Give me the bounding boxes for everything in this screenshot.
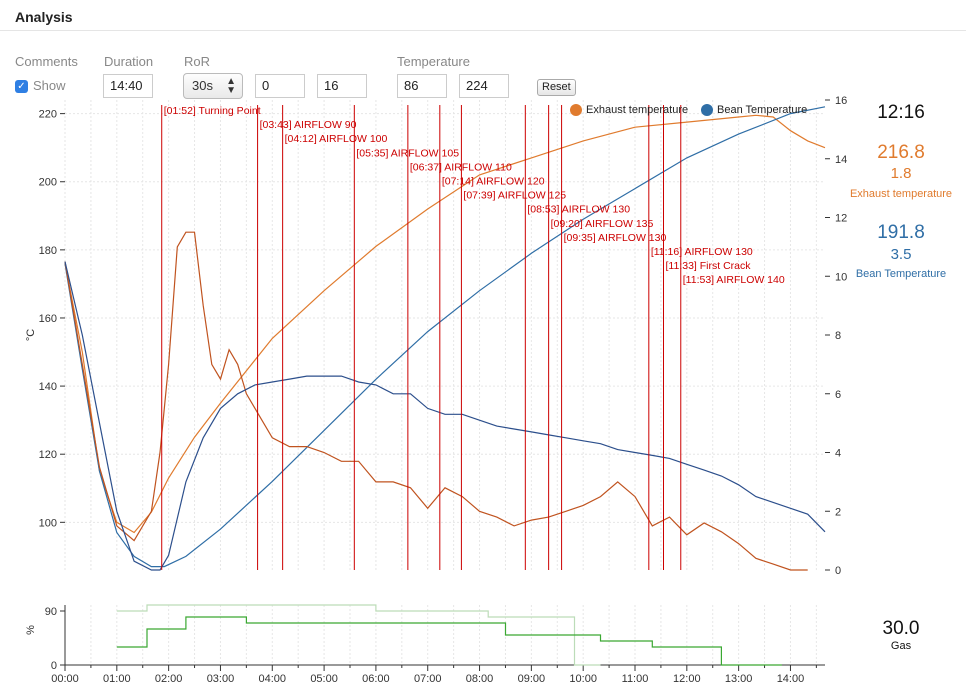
duration-input[interactable]: 14:40 — [103, 74, 153, 98]
duration-label: Duration — [104, 54, 154, 69]
ror-min-input[interactable]: 0 — [255, 74, 305, 98]
show-label: Show — [33, 78, 66, 93]
event-label: [08:53] AIRFLOW 130 — [527, 204, 630, 216]
legend-exhaust-swatch — [570, 104, 582, 116]
event-label: [09:20] AIRFLOW 135 — [551, 218, 654, 230]
x-tick-label: 07:00 — [414, 673, 442, 685]
series-lines — [64, 106, 826, 666]
event-label: [07:39] AIRFLOW 125 — [463, 190, 566, 202]
gas-value: 30.0 — [882, 618, 920, 639]
gas-line — [116, 616, 782, 666]
x-tick-label: 05:00 — [310, 673, 338, 685]
y-tick-label: 140 — [39, 381, 57, 393]
event-label: [04:12] AIRFLOW 100 — [285, 133, 388, 145]
temp-min-input[interactable]: 86 — [397, 74, 447, 98]
exhaust-temperature-line — [64, 114, 826, 534]
x-tick-label: 14:00 — [777, 673, 805, 685]
event-label: [03:43] AIRFLOW 90 — [260, 119, 357, 131]
show-comments-checkbox[interactable]: ✓ — [15, 80, 28, 93]
y-axis-label: °C — [25, 329, 37, 341]
y-tick-label: 220 — [39, 109, 57, 121]
x-tick-label: 09:00 — [518, 673, 546, 685]
event-label: [09:35] AIRFLOW 130 — [564, 232, 667, 244]
event-label: [11:33] First Crack — [666, 260, 752, 272]
event-label: [11:53] AIRFLOW 140 — [683, 274, 785, 286]
y2-tick-label: 6 — [835, 389, 841, 401]
x-tick-label: 10:00 — [569, 673, 597, 685]
event-markers: [01:52] Turning Point [03:43] AIRFLOW 90 [… — [161, 105, 785, 570]
y2-tick-label: 16 — [835, 95, 847, 107]
exhaust-value: 216.8 — [877, 142, 925, 163]
legend-bean-swatch — [701, 104, 713, 116]
y2-tick-label: 14 — [835, 154, 847, 166]
ror-select-value: 30s — [192, 78, 213, 93]
lower-y-tick-label: 0 — [51, 660, 57, 672]
temperature-label: Temperature — [397, 54, 470, 69]
x-tick-label: 08:00 — [466, 673, 494, 685]
reset-button[interactable]: Reset — [537, 79, 576, 96]
y-tick-label: 200 — [39, 177, 57, 189]
time-readout: 12:16 — [877, 102, 925, 123]
legend-bean-label: Bean Temperature — [717, 104, 807, 116]
y2-tick-label: 10 — [835, 271, 847, 283]
gas-label: Gas — [890, 640, 912, 652]
x-tick-label: 00:00 — [51, 673, 79, 685]
legend: Exhaust temperature Bean Temperature — [570, 104, 807, 116]
page-title: Analysis — [15, 9, 73, 25]
y2-tick-label: 8 — [835, 330, 841, 342]
event-label: [01:52] Turning Point — [164, 105, 261, 117]
airflow-line — [116, 604, 601, 666]
y-tick-label: 180 — [39, 245, 57, 257]
exhaust-ror-line — [64, 231, 808, 571]
y2-tick-label: 4 — [835, 448, 841, 460]
exhaust-ror: 1.8 — [890, 165, 912, 182]
divider — [0, 30, 966, 31]
x-tick-label: 03:00 — [207, 673, 235, 685]
x-tick-label: 13:00 — [725, 673, 753, 685]
x-tick-label: 12:00 — [673, 673, 701, 685]
legend-exhaust-label: Exhaust temperature — [586, 104, 688, 116]
ror-select[interactable]: 30s ▲ ▼ — [183, 73, 243, 99]
bean-ror: 3.5 — [890, 246, 912, 263]
ror-label: RoR — [184, 54, 211, 69]
lower-y-axis-label: % — [25, 625, 37, 635]
bean-temperature-line — [64, 106, 826, 568]
x-tick-label: 06:00 — [362, 673, 390, 685]
y2-tick-label: 0 — [835, 565, 841, 577]
y2-tick-label: 2 — [835, 506, 841, 518]
bean-value: 191.8 — [877, 222, 925, 243]
grid — [64, 100, 825, 665]
y-tick-label: 100 — [39, 517, 57, 529]
lower-y-tick-label: 90 — [45, 606, 57, 618]
event-label: [07:14] AIRFLOW 120 — [442, 176, 545, 188]
y2-tick-label: 12 — [835, 213, 847, 225]
event-label: [11:16] AIRFLOW 130 — [651, 246, 753, 258]
y-tick-label: 160 — [39, 313, 57, 325]
x-tick-label: 11:00 — [622, 673, 649, 685]
temp-max-input[interactable]: 224 — [459, 74, 509, 98]
bean-ror-line — [64, 261, 826, 571]
updown-chevron-icon: ▲ ▼ — [226, 76, 236, 96]
comments-label: Comments — [15, 54, 78, 69]
ror-max-input[interactable]: 16 — [317, 74, 367, 98]
axes: 100 120 140 160 180 200 220 0 2 4 6 8 10 12 14 16 °C 0 90%… — [25, 95, 847, 685]
x-tick-label: 01:00 — [103, 673, 131, 685]
x-tick-label: 02:00 — [155, 673, 183, 685]
exhaust-label: Exhaust temperature — [849, 188, 953, 200]
y-tick-label: 120 — [39, 449, 57, 461]
x-tick-label: 04:00 — [259, 673, 287, 685]
bean-label: Bean Temperature — [855, 268, 947, 280]
